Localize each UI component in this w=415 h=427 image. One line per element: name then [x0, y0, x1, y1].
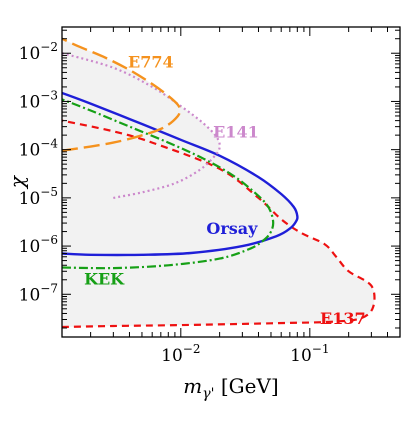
series-labels: E137 Orsay KEK E141 E774 [84, 53, 366, 328]
excluded-region-e774 [62, 38, 180, 151]
x-tick-label: 10−2 [161, 342, 200, 366]
x-axis-label-sub: γ' [202, 386, 214, 402]
y-axis-label: χ [5, 174, 29, 190]
curve-e141 [62, 52, 221, 199]
y-tick-label: 10−4 [19, 137, 59, 161]
y-tick-label: 10−7 [19, 281, 58, 305]
x-axis-label: mγ' [GeV] [183, 374, 278, 402]
plot-frame [61, 26, 401, 338]
y-tick-label: 10−6 [19, 233, 58, 257]
y-tick-label: 10−5 [19, 185, 58, 209]
y-tick-label: 10−2 [19, 40, 58, 64]
series-label-e137: E137 [320, 309, 366, 328]
y-tick-label: 10−3 [19, 88, 58, 112]
curve-orsay [62, 91, 299, 257]
series-label-e141: E141 [213, 122, 259, 141]
curve-kek [62, 98, 275, 270]
series-label-e774: E774 [128, 53, 174, 72]
curve-e137 [62, 119, 376, 329]
x-axis-label-unit: [GeV] [221, 374, 279, 398]
series-curves [62, 37, 376, 329]
series-label-orsay: Orsay [206, 219, 258, 238]
x-axis-label-base: m [183, 374, 202, 398]
curve-e774 [62, 37, 181, 152]
axis-ticks: 10−2 10−1 10−7 10−6 10−5 10−4 10−3 10−2 [19, 27, 401, 366]
series-label-kek: KEK [84, 269, 125, 288]
x-tick-label: 10−1 [290, 342, 329, 366]
